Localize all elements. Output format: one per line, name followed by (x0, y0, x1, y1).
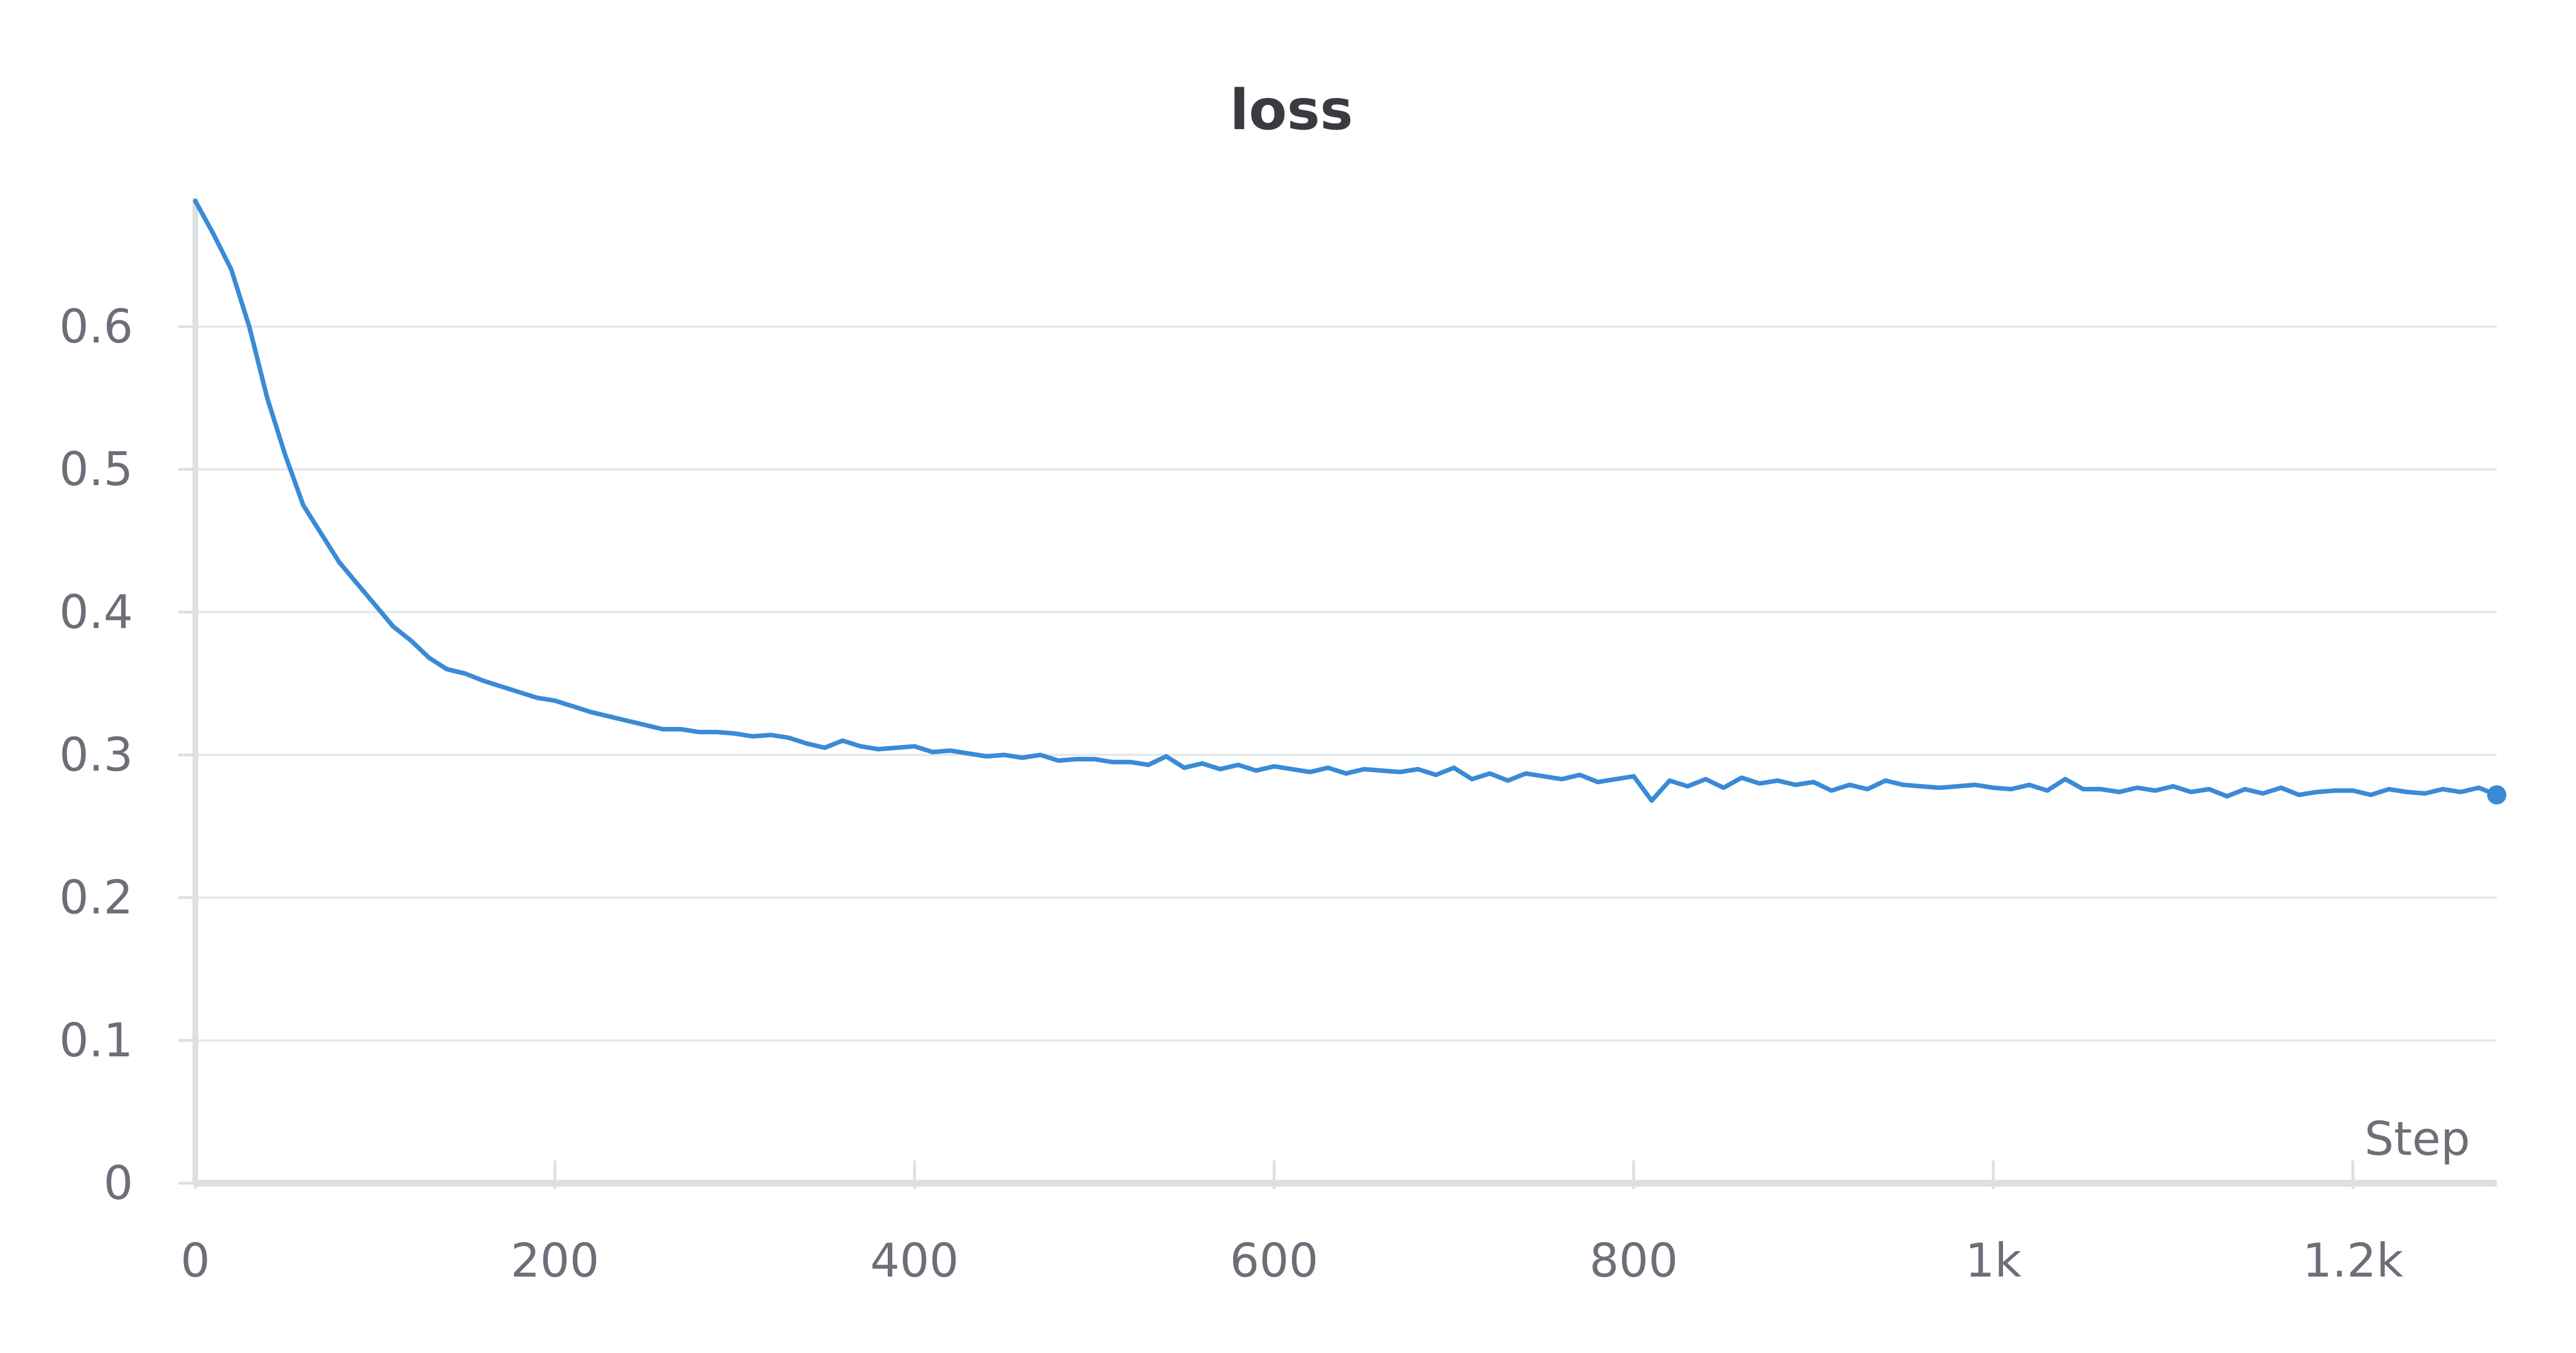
x-tick-label: 1k (1965, 1234, 2022, 1288)
y-tick-label: 0.6 (59, 300, 133, 354)
x-tick-label: 1.2k (2303, 1234, 2403, 1288)
y-tick-label: 0.2 (59, 871, 133, 925)
x-tick-label: 200 (511, 1234, 600, 1288)
y-tick-label: 0.3 (59, 728, 133, 782)
x-axis-ticks: 0 200 400 600 800 1k 1.2k (181, 1161, 2403, 1288)
y-tick-label: 0.4 (59, 585, 133, 639)
y-tick-label: 0.5 (59, 443, 133, 496)
x-tick-label: 800 (1589, 1234, 1678, 1288)
x-tick-label: 600 (1230, 1234, 1319, 1288)
y-tick-label: 0 (104, 1157, 133, 1210)
chart-title: loss (1230, 78, 1353, 143)
y-tick-label: 0.1 (59, 1014, 133, 1068)
x-axis-title: Step (2364, 1112, 2470, 1166)
grid-lines (195, 325, 2497, 1042)
x-tick-label: 0 (181, 1234, 210, 1288)
axes (192, 198, 2497, 1187)
y-axis-ticks: 0 0.1 0.2 0.3 0.4 0.5 0.6 (59, 300, 195, 1210)
series-end-point (2487, 785, 2506, 805)
series-line-0 (193, 199, 2499, 803)
x-tick-label: 400 (870, 1234, 959, 1288)
series-layer (193, 199, 2506, 805)
